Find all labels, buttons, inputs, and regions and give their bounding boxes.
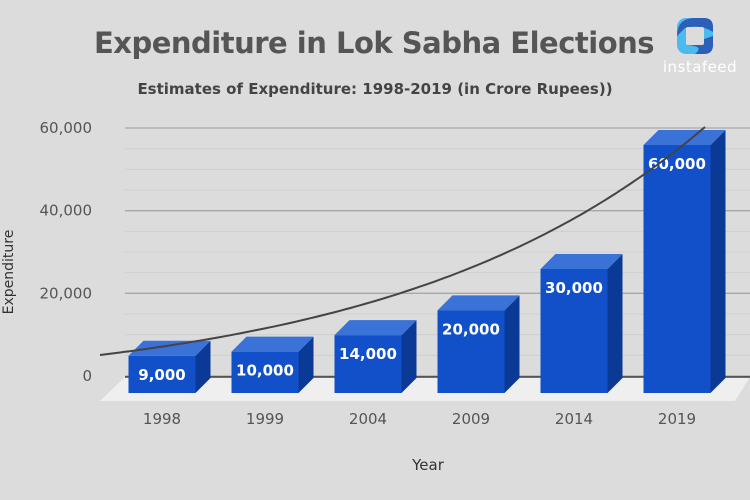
- trendline: [99, 126, 706, 356]
- bar-2004: 14,000: [334, 320, 417, 393]
- data-label: 14,000: [339, 345, 397, 363]
- bar-1999: 10,000: [231, 336, 314, 393]
- bar-side: [401, 320, 417, 393]
- data-label: 10,000: [236, 362, 294, 380]
- bar-front: [437, 310, 505, 393]
- chart-title: Expenditure in Lok Sabha Elections: [93, 26, 655, 60]
- x-tick-label: 2014: [555, 410, 593, 428]
- logo-text: instafeed: [662, 58, 738, 76]
- y-tick-label: 40,000: [40, 202, 93, 220]
- bar-front: [643, 145, 711, 393]
- bar-top: [128, 340, 211, 356]
- bar-2014: 30,000: [540, 254, 623, 393]
- bar-top: [540, 254, 623, 269]
- data-label: 20,000: [442, 320, 500, 338]
- x-axis-label: Year: [411, 456, 445, 474]
- instafeed-logo: [677, 18, 713, 54]
- bar-top: [437, 295, 520, 311]
- x-tick-label: 2019: [658, 410, 696, 428]
- bar-front: [540, 269, 608, 393]
- bar-top: [643, 130, 726, 145]
- data-label: 30,000: [545, 279, 603, 297]
- bar-side: [195, 340, 211, 393]
- bar-front: [334, 335, 402, 393]
- x-tick-label: 1999: [246, 410, 284, 428]
- x-tick-label: 1998: [143, 410, 181, 428]
- bar-side: [710, 130, 726, 393]
- y-axis-label: Expenditure: [1, 230, 17, 315]
- bar-side: [504, 295, 520, 393]
- bar-front: [231, 351, 299, 393]
- bar-top: [231, 336, 314, 352]
- data-label: 60,000: [648, 155, 706, 173]
- bar-side: [298, 336, 314, 393]
- bar-top: [334, 320, 417, 336]
- bar-front: [128, 355, 196, 393]
- bar-side: [607, 254, 623, 393]
- x-tick-label: 2009: [452, 410, 490, 428]
- x-tick-label: 2004: [349, 410, 387, 428]
- bar-2009: 20,000: [437, 295, 520, 393]
- y-tick-label: 20,000: [40, 284, 93, 302]
- bar-2019: 60,000: [643, 130, 726, 393]
- y-tick-label: 60,000: [40, 119, 93, 137]
- data-label: 9,000: [138, 366, 185, 384]
- bar-1998: 9,000: [128, 340, 211, 393]
- chart-subtitle: Estimates of Expenditure: 1998-2019 (in …: [137, 80, 613, 98]
- y-tick-label: 0: [82, 367, 92, 385]
